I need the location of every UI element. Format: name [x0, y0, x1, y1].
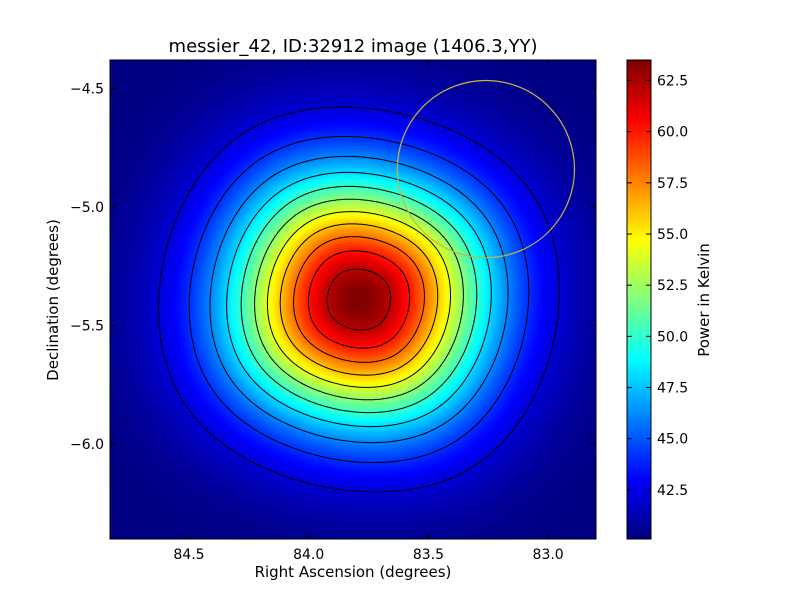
colorbar-tick-label: 62.5 — [657, 73, 688, 89]
x-axis: 84.5 84.0 83.5 83.0 — [173, 60, 564, 563]
colorbar-tick-label: 60.0 — [657, 125, 688, 141]
plot-frame — [109, 59, 597, 540]
y-tick-label: −5.5 — [70, 319, 104, 335]
colorbar-tick-label: 57.5 — [657, 176, 688, 192]
x-tick-label: 83.5 — [413, 547, 444, 563]
contour-level-6 — [254, 198, 464, 401]
aperture-circle — [396, 79, 576, 259]
colorbar: 42.5 45.0 47.5 50.0 52.5 55.0 57.5 60.0 62.5 Pow… — [626, 59, 713, 540]
contour-level-11 — [326, 268, 392, 331]
colorbar-tick-label: 50.0 — [657, 329, 688, 345]
x-tick-label: 83.0 — [533, 547, 564, 563]
contour-level-5 — [240, 185, 478, 414]
contour-level-1 — [158, 106, 560, 493]
x-tick-label: 84.0 — [293, 547, 324, 563]
y-tick-label: −5.0 — [70, 200, 104, 216]
x-axis-label: Right Ascension (degrees) — [255, 563, 452, 581]
y-tick-label: −6.0 — [70, 437, 104, 453]
colorbar-tick-label: 47.5 — [657, 381, 688, 397]
contour-level-2 — [188, 135, 530, 464]
contour-level-7 — [266, 211, 451, 388]
contour-level-8 — [279, 223, 439, 376]
colorbar-tick-label: 55.0 — [657, 227, 688, 243]
contour-level-4 — [226, 171, 492, 428]
heatmap-image — [110, 60, 596, 539]
y-axis: −4.5 −5.0 −5.5 −6.0 — [70, 81, 596, 453]
colorbar-tick-label: 45.0 — [657, 432, 688, 448]
contour-lines — [158, 106, 560, 493]
colorbar-tick-label: 52.5 — [657, 278, 688, 294]
plot-area — [109, 59, 597, 540]
colorbar-tick-label: 42.5 — [657, 483, 688, 499]
colorbar-ticks: 42.5 45.0 47.5 50.0 52.5 55.0 57.5 60.0 62.5 — [627, 73, 688, 499]
contour-level-3 — [209, 155, 509, 444]
colorbar-gradient — [627, 60, 651, 539]
chart-title: messier_42, ID:32912 image (1406.3,YY) — [169, 36, 538, 57]
colorbar-label: Power in Kelvin — [695, 243, 713, 357]
contour-level-9 — [293, 236, 425, 363]
colorbar-frame — [626, 59, 652, 540]
y-tick-label: −4.5 — [70, 81, 104, 97]
x-tick-label: 84.5 — [173, 547, 204, 563]
contour-level-10 — [307, 250, 411, 349]
y-axis-label: Declination (degrees) — [44, 219, 62, 381]
